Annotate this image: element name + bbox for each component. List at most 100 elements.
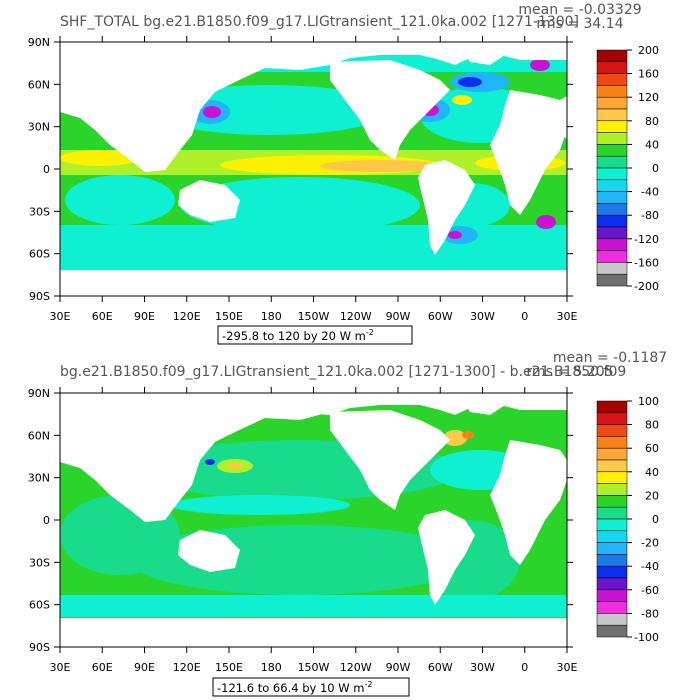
colorbar-label: 60 [645, 442, 659, 455]
x-tick-label: 150W [298, 661, 330, 674]
field-region [130, 525, 470, 595]
x-tick-label: 60W [428, 661, 453, 674]
colorbar-label: -20 [641, 537, 659, 550]
y-tick-label: 30S [29, 205, 50, 218]
field-region [462, 431, 474, 439]
x-tick-label: 120W [340, 310, 372, 323]
colorbar-label: 80 [645, 115, 659, 128]
land-polygon [178, 530, 240, 572]
field-region [60, 150, 140, 166]
x-tick-label: 120W [340, 661, 372, 674]
colorbar-label: -40 [641, 186, 659, 199]
field-region [443, 430, 467, 446]
panel-bottom-colorbar: 100 80 60 40 20 0 -20 -40 -60 -80 -100 [596, 395, 659, 644]
colorbar-swatch [596, 179, 628, 192]
x-tick-label: 30W [470, 310, 495, 323]
colorbar-label: 40 [645, 138, 659, 151]
panel-bottom-rms: rms = 5.205 [526, 364, 613, 380]
colorbar-label: 40 [645, 466, 659, 479]
x-tick-label: 120E [173, 661, 201, 674]
field-region [536, 215, 556, 229]
colorbar-swatch [596, 49, 628, 63]
land [60, 42, 567, 296]
colorbar-label: 120 [638, 91, 659, 104]
land-polygon [490, 440, 567, 565]
colorbar-label: 160 [638, 68, 659, 81]
y-tick-label: 60S [29, 599, 50, 612]
colorbar-swatch [596, 203, 628, 216]
field-region [227, 463, 243, 469]
y-tick-label: 30N [28, 121, 50, 134]
colorbar-swatch [596, 554, 628, 567]
land-polygon [460, 45, 505, 65]
x-tick-label: 90E [134, 310, 155, 323]
colorbar-swatch [596, 144, 628, 157]
colorbar-swatch [596, 238, 628, 251]
colorbar-swatch [596, 96, 628, 110]
land [60, 393, 567, 647]
colorbar-label: -60 [641, 584, 659, 597]
panel-bottom-xaxis: 30E 60E 90E 120E 150E 180 150W 120W 90W 60W 30W 0 30… [50, 387, 578, 674]
land-polygon [60, 270, 567, 296]
colorbar-swatch [596, 85, 628, 98]
colorbar-label: 20 [645, 489, 659, 502]
land-polygon [418, 510, 475, 605]
panel-top-xaxis: 30E 60E 90E 120E 150E 180 150W 120W 90W 60W 30W 0 30… [50, 36, 578, 323]
x-tick-label: 30W [470, 661, 495, 674]
x-tick-label: 30E [50, 310, 71, 323]
panel-bottom-mean: mean = -0.1187 [553, 350, 667, 366]
land-polygon [418, 160, 475, 255]
colorbar-swatch [596, 262, 628, 275]
panel-top-range-box [217, 325, 413, 345]
y-tick-label: 60N [28, 429, 50, 442]
land-polygon [60, 42, 330, 172]
colorbar-swatch [596, 412, 628, 425]
x-tick-label: 0 [521, 310, 528, 323]
land-polygon [330, 60, 450, 160]
x-tick-label: 150E [215, 661, 243, 674]
colorbar-swatch [596, 624, 628, 638]
colorbar-swatch [596, 167, 628, 181]
colorbar-swatch [596, 506, 628, 520]
panel-top-rms: rms = 34.14 [536, 16, 623, 32]
x-tick-label: 60E [92, 661, 113, 674]
land-polygon [60, 393, 330, 522]
panel-top-yaxis: 90N 60N 30N 0 30S 60S 90S [28, 36, 573, 303]
y-tick-label: 0 [43, 163, 50, 176]
field-region [65, 175, 175, 225]
colorbar-label: 0 [652, 162, 659, 175]
colorbar-swatch [596, 424, 628, 437]
x-tick-label: 30E [557, 661, 578, 674]
panel-bottom-range-label: -121.6 to 66.4 by 10 W m-2 [217, 680, 372, 695]
field-region [180, 177, 420, 233]
colorbar-label: 80 [645, 419, 659, 432]
x-tick-label: 180 [261, 310, 282, 323]
colorbar-swatch [596, 132, 628, 145]
x-tick-label: 150E [215, 310, 243, 323]
land-polygon [460, 395, 505, 415]
y-tick-label: 0 [43, 514, 50, 527]
land-polygon [60, 42, 567, 65]
panel-top-mean: mean = -0.03329 [518, 2, 641, 18]
field-region [452, 95, 472, 105]
x-tick-label: 0 [521, 661, 528, 674]
land-polygon [330, 410, 450, 510]
panel-top-map-field [60, 42, 567, 296]
x-tick-label: 60W [428, 310, 453, 323]
colorbar-swatch [596, 436, 628, 449]
colorbar-label: 200 [638, 44, 659, 57]
x-tick-label: 60E [92, 310, 113, 323]
field-region [170, 495, 350, 515]
field-region [458, 77, 482, 87]
colorbar-label: -160 [634, 256, 659, 269]
panel-bottom-range-box [212, 677, 410, 697]
colorbar-label: 0 [652, 513, 659, 526]
colorbar-swatch [596, 565, 628, 579]
colorbar-swatch [596, 601, 628, 614]
colorbar-label: -120 [634, 233, 659, 246]
y-tick-label: 60S [29, 248, 50, 261]
panel-top-range-label: -295.8 to 120 by 20 W m-2 [222, 328, 374, 343]
colorbar-swatch [596, 214, 628, 228]
colorbar-swatch [596, 400, 628, 414]
